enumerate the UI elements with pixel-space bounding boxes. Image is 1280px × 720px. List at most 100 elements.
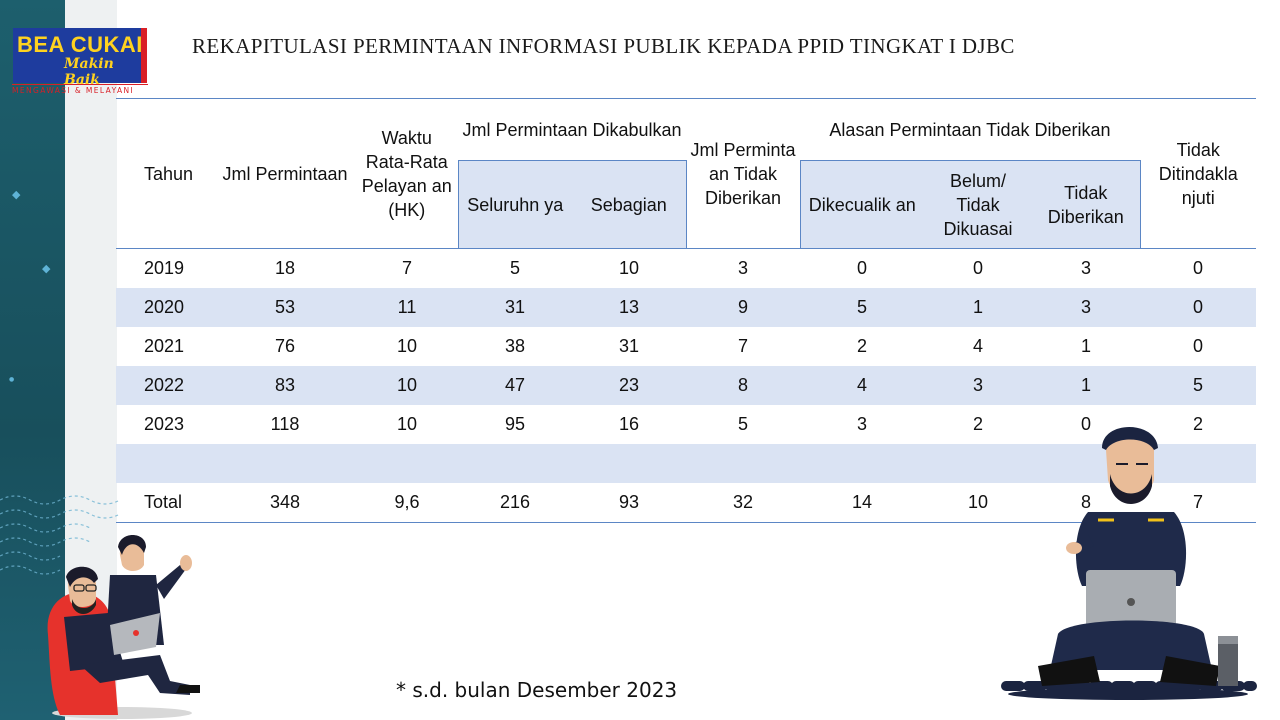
table-cell: 3 <box>737 258 748 278</box>
table-cell: 38 <box>504 336 526 356</box>
table-cell: 348 <box>214 483 356 523</box>
table-cell: 10 <box>396 336 418 356</box>
header-belum-dikuasai: Belum/ Tidak Dikuasai <box>924 160 1032 249</box>
table-cell: 5 <box>800 288 924 327</box>
logo-tagline: MENGAWASI & MELAYANI <box>12 86 135 95</box>
table-cell: 18 <box>274 258 296 278</box>
table-row: Total 348 9,6 216 93 32 14 10 8 7 <box>116 483 1257 523</box>
table-cell: 83 <box>214 366 356 405</box>
table-cell: 0 <box>1081 414 1092 434</box>
table-cell: 0 <box>972 258 983 278</box>
sparkle-icon: ◆ <box>12 188 21 201</box>
table-cell: 8 <box>686 366 800 405</box>
table-row: 2021 76 10 38 31 7 2 4 1 0 <box>116 327 1256 366</box>
table-cell: 2019 <box>144 258 185 278</box>
table-cell: 1 <box>924 288 1032 327</box>
table-cell: 2022 <box>116 366 214 405</box>
table-cell: 31 <box>458 288 572 327</box>
table-body: 2019 18 7 5 10 3 0 0 3 0 2020 53 11 31 13 9 5 1 3 0 2021 76 10… <box>116 249 1257 523</box>
table-row <box>116 444 1257 483</box>
footnote: * s.d. bulan Desember 2023 <box>396 678 678 702</box>
header-sebagian: Sebagian <box>572 160 687 249</box>
header-tidak-diberikan: Tidak Diberikan <box>1032 160 1141 249</box>
table-cell <box>572 444 686 483</box>
table-cell: 53 <box>214 288 356 327</box>
header-dikabulkan-group: Jml Permintaan Dikabulkan <box>462 119 682 140</box>
table-cell: 14 <box>800 483 924 523</box>
wave-pattern <box>0 495 120 575</box>
table-cell: 47 <box>458 366 572 405</box>
table-cell: 5 <box>737 414 748 434</box>
table-cell: 2021 <box>144 336 185 356</box>
officer-laptop-illustration <box>1001 427 1257 700</box>
table-cell <box>1140 444 1257 483</box>
recap-table: Tahun Jml Permintaan Waktu Rata-Rata Pel… <box>116 98 1257 523</box>
table-cell: 1 <box>1081 336 1092 356</box>
table-cell: 3 <box>924 366 1032 405</box>
table-cell <box>686 444 800 483</box>
table-cell: 0 <box>856 258 867 278</box>
table-cell: 10 <box>396 414 418 434</box>
header-tahun: Tahun <box>144 163 194 184</box>
table-cell <box>458 444 572 483</box>
header-dikecualikan: Dikecualik an <box>799 160 924 249</box>
table-cell: 4 <box>800 366 924 405</box>
table-cell: 2 <box>856 336 867 356</box>
table-cell: Total <box>116 483 214 523</box>
table-cell: 31 <box>618 336 640 356</box>
logo-divider <box>12 84 148 85</box>
table-cell <box>356 444 458 483</box>
table-cell: 23 <box>572 366 686 405</box>
table-cell: 13 <box>572 288 686 327</box>
table-row: 2019 18 7 5 10 3 0 0 3 0 <box>116 249 1256 289</box>
header-alasan-group: Alasan Permintaan Tidak Diberikan <box>829 119 1111 140</box>
logo-badge <box>13 28 147 83</box>
table-cell: 10 <box>618 258 640 278</box>
table-cell: 95 <box>504 414 526 434</box>
table-cell: 5 <box>509 258 520 278</box>
sparkle-icon: ◆ <box>42 262 51 275</box>
table-cell: 2020 <box>116 288 214 327</box>
table-cell: 7 <box>737 336 748 356</box>
table-cell: 9,6 <box>356 483 458 523</box>
table-cell: 3 <box>1032 288 1141 327</box>
sparkle-icon: ● <box>9 376 15 383</box>
header-seluruhnya: Seluruhn ya <box>457 160 572 249</box>
table-header: Tahun Jml Permintaan Waktu Rata-Rata Pel… <box>116 98 1257 249</box>
table-cell <box>214 444 356 483</box>
table-cell <box>924 444 1032 483</box>
table-cell: 4 <box>972 336 983 356</box>
table-cell: 16 <box>618 414 640 434</box>
table-row: 2020 53 11 31 13 9 5 1 3 0 <box>116 288 1257 327</box>
header-tidak-ditindaklanjuti: Tidak Ditindakla njuti <box>1158 139 1238 208</box>
table-cell: 76 <box>274 336 296 356</box>
table-cell: 10 <box>924 483 1032 523</box>
table-cell: 93 <box>572 483 686 523</box>
table-cell <box>800 444 924 483</box>
table-cell: 3 <box>856 414 867 434</box>
table-cell: 5 <box>1140 366 1257 405</box>
table-cell: 1 <box>1032 366 1141 405</box>
table-cell: 216 <box>458 483 572 523</box>
table-cell: 118 <box>270 414 300 434</box>
officers-illustration <box>47 535 200 719</box>
page-title: REKAPITULASI PERMINTAAN INFORMASI PUBLIK… <box>192 34 1015 58</box>
table-cell: 2 <box>972 414 983 434</box>
table-cell <box>116 444 214 483</box>
table-cell: 2 <box>1193 414 1204 434</box>
header-waktu-rata-rata: Waktu Rata-Rata Pelayan an (HK) <box>361 127 452 220</box>
header-jml-permintaan: Jml Permintaan <box>222 163 348 184</box>
table-cell: 0 <box>1193 258 1204 278</box>
table-cell: 11 <box>356 288 458 327</box>
header-jml-tidak-diberikan: Jml Perminta an Tidak Diberikan <box>690 139 796 208</box>
table-row: 2022 83 10 47 23 8 4 3 1 5 <box>116 366 1257 405</box>
table-cell: 3 <box>1081 258 1092 278</box>
table-cell: 9 <box>686 288 800 327</box>
table-cell: 10 <box>356 366 458 405</box>
table-row: 2023 118 10 95 16 5 3 2 0 2 <box>116 405 1256 444</box>
table-cell: 7 <box>401 258 412 278</box>
table-cell: 32 <box>686 483 800 523</box>
decorative-strip <box>0 0 65 720</box>
logo-main-text: BEA CUKAI <box>17 32 143 57</box>
table-cell: 0 <box>1140 288 1257 327</box>
